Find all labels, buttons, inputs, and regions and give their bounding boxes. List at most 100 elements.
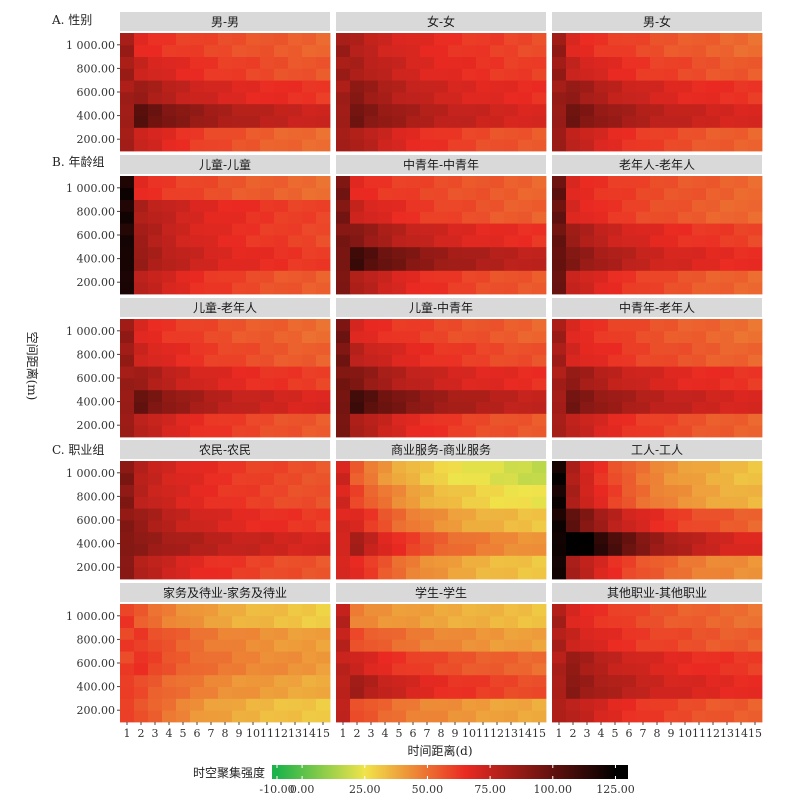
heatmap-cell <box>218 639 233 652</box>
heatmap-cell <box>316 354 331 367</box>
heatmap-cell <box>608 80 623 93</box>
heatmap-cell <box>664 330 679 343</box>
heatmap-cell <box>232 627 247 640</box>
heatmap-cell <box>350 354 365 367</box>
heatmap-cell <box>664 531 679 544</box>
heatmap-cell <box>190 319 205 332</box>
heatmap-cell <box>490 103 505 116</box>
heatmap-cell <box>274 651 289 664</box>
heatmap-cell <box>706 235 721 248</box>
heatmap-cell <box>650 484 665 497</box>
heatmap-cell <box>504 223 519 236</box>
heatmap-cell <box>462 258 477 271</box>
heatmap-cell <box>434 401 449 414</box>
heatmap-cell <box>274 674 289 687</box>
heatmap-cell <box>678 567 693 580</box>
heatmap-cell <box>636 472 651 485</box>
heatmap-cell <box>566 246 581 259</box>
heatmap-cell <box>594 651 609 664</box>
heatmap-cell <box>176 68 191 81</box>
heatmap-cell <box>594 103 609 116</box>
heatmap-cell <box>566 282 581 295</box>
heatmap-cell <box>706 211 721 224</box>
heatmap-cell <box>552 366 567 379</box>
heatmap-cell <box>462 639 477 652</box>
heatmap-cell <box>350 92 365 105</box>
heatmap-cell <box>148 425 163 438</box>
heatmap-cell <box>490 508 505 521</box>
heatmap-cell <box>518 342 533 355</box>
heatmap-cell <box>650 80 665 93</box>
heatmap-cell <box>392 68 407 81</box>
heatmap-cell <box>476 139 491 152</box>
heatmap-cell <box>580 710 595 723</box>
heatmap-cell <box>316 246 331 259</box>
heatmap-cell <box>232 115 247 128</box>
heatmap-cell <box>720 520 735 533</box>
heatmap-cell <box>692 282 707 295</box>
heatmap-cell <box>246 520 261 533</box>
heatmap-cell <box>678 378 693 391</box>
heatmap-cell <box>134 389 149 402</box>
heatmap-cell <box>706 484 721 497</box>
heatmap-cell <box>420 68 435 81</box>
heatmap-cell <box>392 80 407 93</box>
heatmap-cell <box>162 187 177 200</box>
heatmap-cell <box>518 496 533 509</box>
heatmap-cell <box>434 413 449 426</box>
heatmap-cell <box>518 520 533 533</box>
heatmap-cell <box>218 698 233 711</box>
heatmap-cell <box>476 567 491 580</box>
heatmap-cell <box>608 56 623 69</box>
heatmap-cell <box>190 543 205 556</box>
heatmap-cell <box>734 472 749 485</box>
heatmap-cell <box>232 639 247 652</box>
heatmap-cell <box>664 425 679 438</box>
heatmap-cell <box>336 366 351 379</box>
heatmap-cell <box>246 33 261 46</box>
heatmap-cell <box>316 543 331 556</box>
heatmap-cell <box>218 103 233 116</box>
heatmap-cell <box>552 319 567 332</box>
heatmap-cell <box>336 627 351 640</box>
heatmap-cell <box>148 33 163 46</box>
heatmap-cell <box>608 354 623 367</box>
heatmap-cell <box>176 461 191 474</box>
heatmap-cell <box>232 235 247 248</box>
heatmap-cell <box>664 246 679 259</box>
heatmap-cell <box>176 627 191 640</box>
heatmap-cell <box>706 520 721 533</box>
heatmap-cell <box>504 484 519 497</box>
heatmap-cell <box>518 461 533 474</box>
heatmap-cell <box>532 484 547 497</box>
heatmap-cell <box>176 531 191 544</box>
heatmap-cell <box>148 354 163 367</box>
heatmap-cell <box>622 33 637 46</box>
heatmap-cell <box>720 639 735 652</box>
heatmap-cell <box>364 80 379 93</box>
heatmap-cells <box>336 319 547 438</box>
legend-tick-label: -10.00 <box>259 783 294 796</box>
heatmap-cell <box>378 425 393 438</box>
heatmap-cell <box>162 342 177 355</box>
heatmap-cell <box>364 663 379 676</box>
heatmap-cell <box>204 127 219 140</box>
heatmap-cell <box>420 354 435 367</box>
heatmap-cell <box>260 80 275 93</box>
heatmap-cell <box>678 484 693 497</box>
heatmap-cell <box>566 508 581 521</box>
heatmap-cell <box>706 258 721 271</box>
heatmap-cell <box>636 56 651 69</box>
heatmap-cell <box>316 68 331 81</box>
heatmap-cell <box>566 520 581 533</box>
heatmap-cell <box>120 686 135 699</box>
heatmap-cell <box>316 389 331 402</box>
heatmap-cell <box>650 258 665 271</box>
heatmap-cell <box>434 127 449 140</box>
heatmap-cell <box>532 139 547 152</box>
heatmap-cell <box>274 639 289 652</box>
heatmap-cell <box>490 627 505 640</box>
heatmap-cell <box>336 330 351 343</box>
heatmap-cell <box>392 354 407 367</box>
